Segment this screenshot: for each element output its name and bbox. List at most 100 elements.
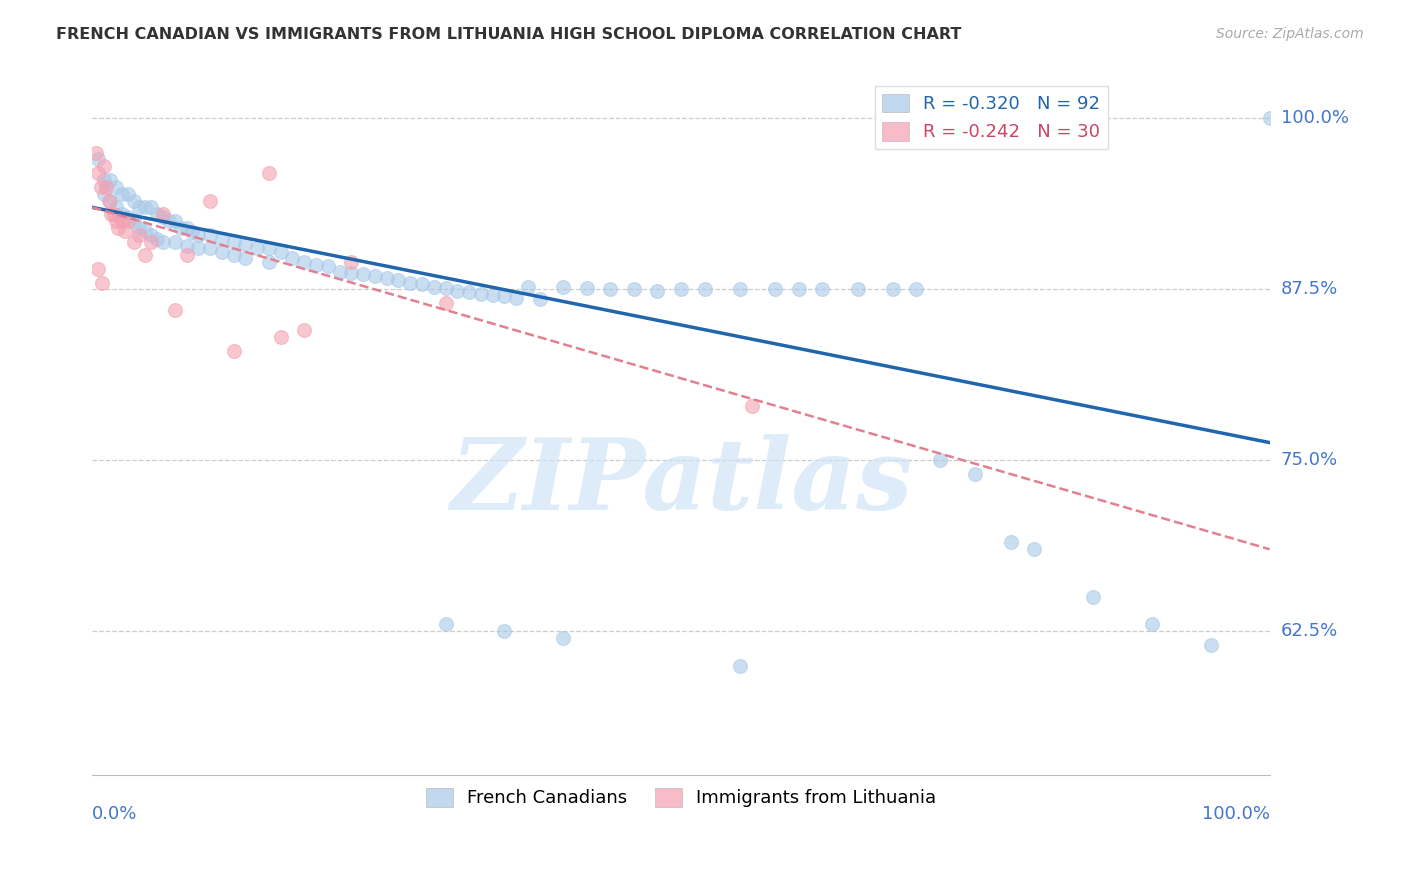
- Point: [134, 224, 156, 238]
- Point: [905, 282, 928, 296]
- Point: [93, 186, 115, 201]
- Point: [176, 220, 198, 235]
- Point: [529, 292, 551, 306]
- Point: [111, 207, 134, 221]
- Point: [787, 282, 810, 296]
- Point: [1000, 535, 1022, 549]
- Point: [281, 251, 304, 265]
- Point: [122, 235, 145, 249]
- Point: [305, 258, 328, 272]
- Point: [98, 194, 121, 208]
- Point: [87, 261, 110, 276]
- Point: [411, 277, 433, 291]
- Point: [340, 255, 363, 269]
- Point: [146, 232, 169, 246]
- Point: [114, 224, 136, 238]
- Point: [87, 166, 110, 180]
- Point: [929, 453, 952, 467]
- Point: [222, 235, 245, 249]
- Point: [163, 302, 186, 317]
- Point: [481, 288, 503, 302]
- Point: [517, 279, 540, 293]
- Point: [423, 279, 446, 293]
- Point: [647, 284, 669, 298]
- Point: [575, 281, 598, 295]
- Point: [458, 285, 481, 300]
- Point: [104, 214, 127, 228]
- Point: [470, 286, 492, 301]
- Point: [434, 296, 457, 310]
- Point: [340, 266, 363, 280]
- Point: [169, 220, 191, 235]
- Point: [141, 200, 163, 214]
- Point: [97, 194, 120, 208]
- Point: [176, 248, 198, 262]
- Point: [117, 214, 139, 228]
- Point: [434, 617, 457, 632]
- Point: [1199, 638, 1222, 652]
- Point: [623, 282, 645, 296]
- Point: [98, 173, 121, 187]
- Point: [693, 282, 716, 296]
- Point: [364, 268, 387, 283]
- Point: [90, 179, 112, 194]
- Point: [198, 194, 221, 208]
- Point: [728, 282, 751, 296]
- Point: [270, 330, 292, 344]
- Point: [1081, 590, 1104, 604]
- Point: [104, 179, 127, 194]
- Point: [141, 227, 163, 242]
- Point: [387, 273, 409, 287]
- Point: [163, 235, 186, 249]
- Point: [181, 225, 204, 239]
- Point: [763, 282, 786, 296]
- Point: [111, 214, 134, 228]
- Point: [494, 289, 516, 303]
- Point: [128, 227, 150, 242]
- Text: Source: ZipAtlas.com: Source: ZipAtlas.com: [1216, 27, 1364, 41]
- Text: 87.5%: 87.5%: [1281, 280, 1339, 299]
- Text: 75.0%: 75.0%: [1281, 451, 1339, 469]
- Point: [1024, 542, 1046, 557]
- Point: [728, 658, 751, 673]
- Point: [1140, 617, 1163, 632]
- Point: [846, 282, 869, 296]
- Point: [176, 238, 198, 252]
- Point: [117, 210, 139, 224]
- Point: [553, 631, 575, 645]
- Point: [107, 220, 129, 235]
- Point: [146, 207, 169, 221]
- Text: 100.0%: 100.0%: [1202, 805, 1270, 823]
- Point: [399, 276, 422, 290]
- Point: [222, 248, 245, 262]
- Point: [211, 232, 233, 246]
- Point: [187, 227, 209, 242]
- Point: [117, 186, 139, 201]
- Point: [152, 210, 174, 224]
- Point: [157, 214, 180, 228]
- Point: [553, 279, 575, 293]
- Legend: French Canadians, Immigrants from Lithuania: French Canadians, Immigrants from Lithua…: [419, 780, 943, 814]
- Point: [187, 241, 209, 255]
- Point: [96, 179, 118, 194]
- Point: [152, 235, 174, 249]
- Point: [292, 255, 315, 269]
- Point: [122, 214, 145, 228]
- Point: [134, 248, 156, 262]
- Point: [111, 186, 134, 201]
- Point: [103, 207, 125, 221]
- Point: [599, 282, 621, 296]
- Point: [505, 291, 527, 305]
- Point: [882, 282, 904, 296]
- Point: [100, 207, 122, 221]
- Text: ZIPatlas: ZIPatlas: [450, 434, 912, 530]
- Text: 0.0%: 0.0%: [93, 805, 138, 823]
- Point: [198, 227, 221, 242]
- Point: [211, 245, 233, 260]
- Point: [222, 343, 245, 358]
- Point: [152, 207, 174, 221]
- Point: [128, 220, 150, 235]
- Point: [494, 624, 516, 639]
- Point: [352, 268, 374, 282]
- Point: [257, 166, 280, 180]
